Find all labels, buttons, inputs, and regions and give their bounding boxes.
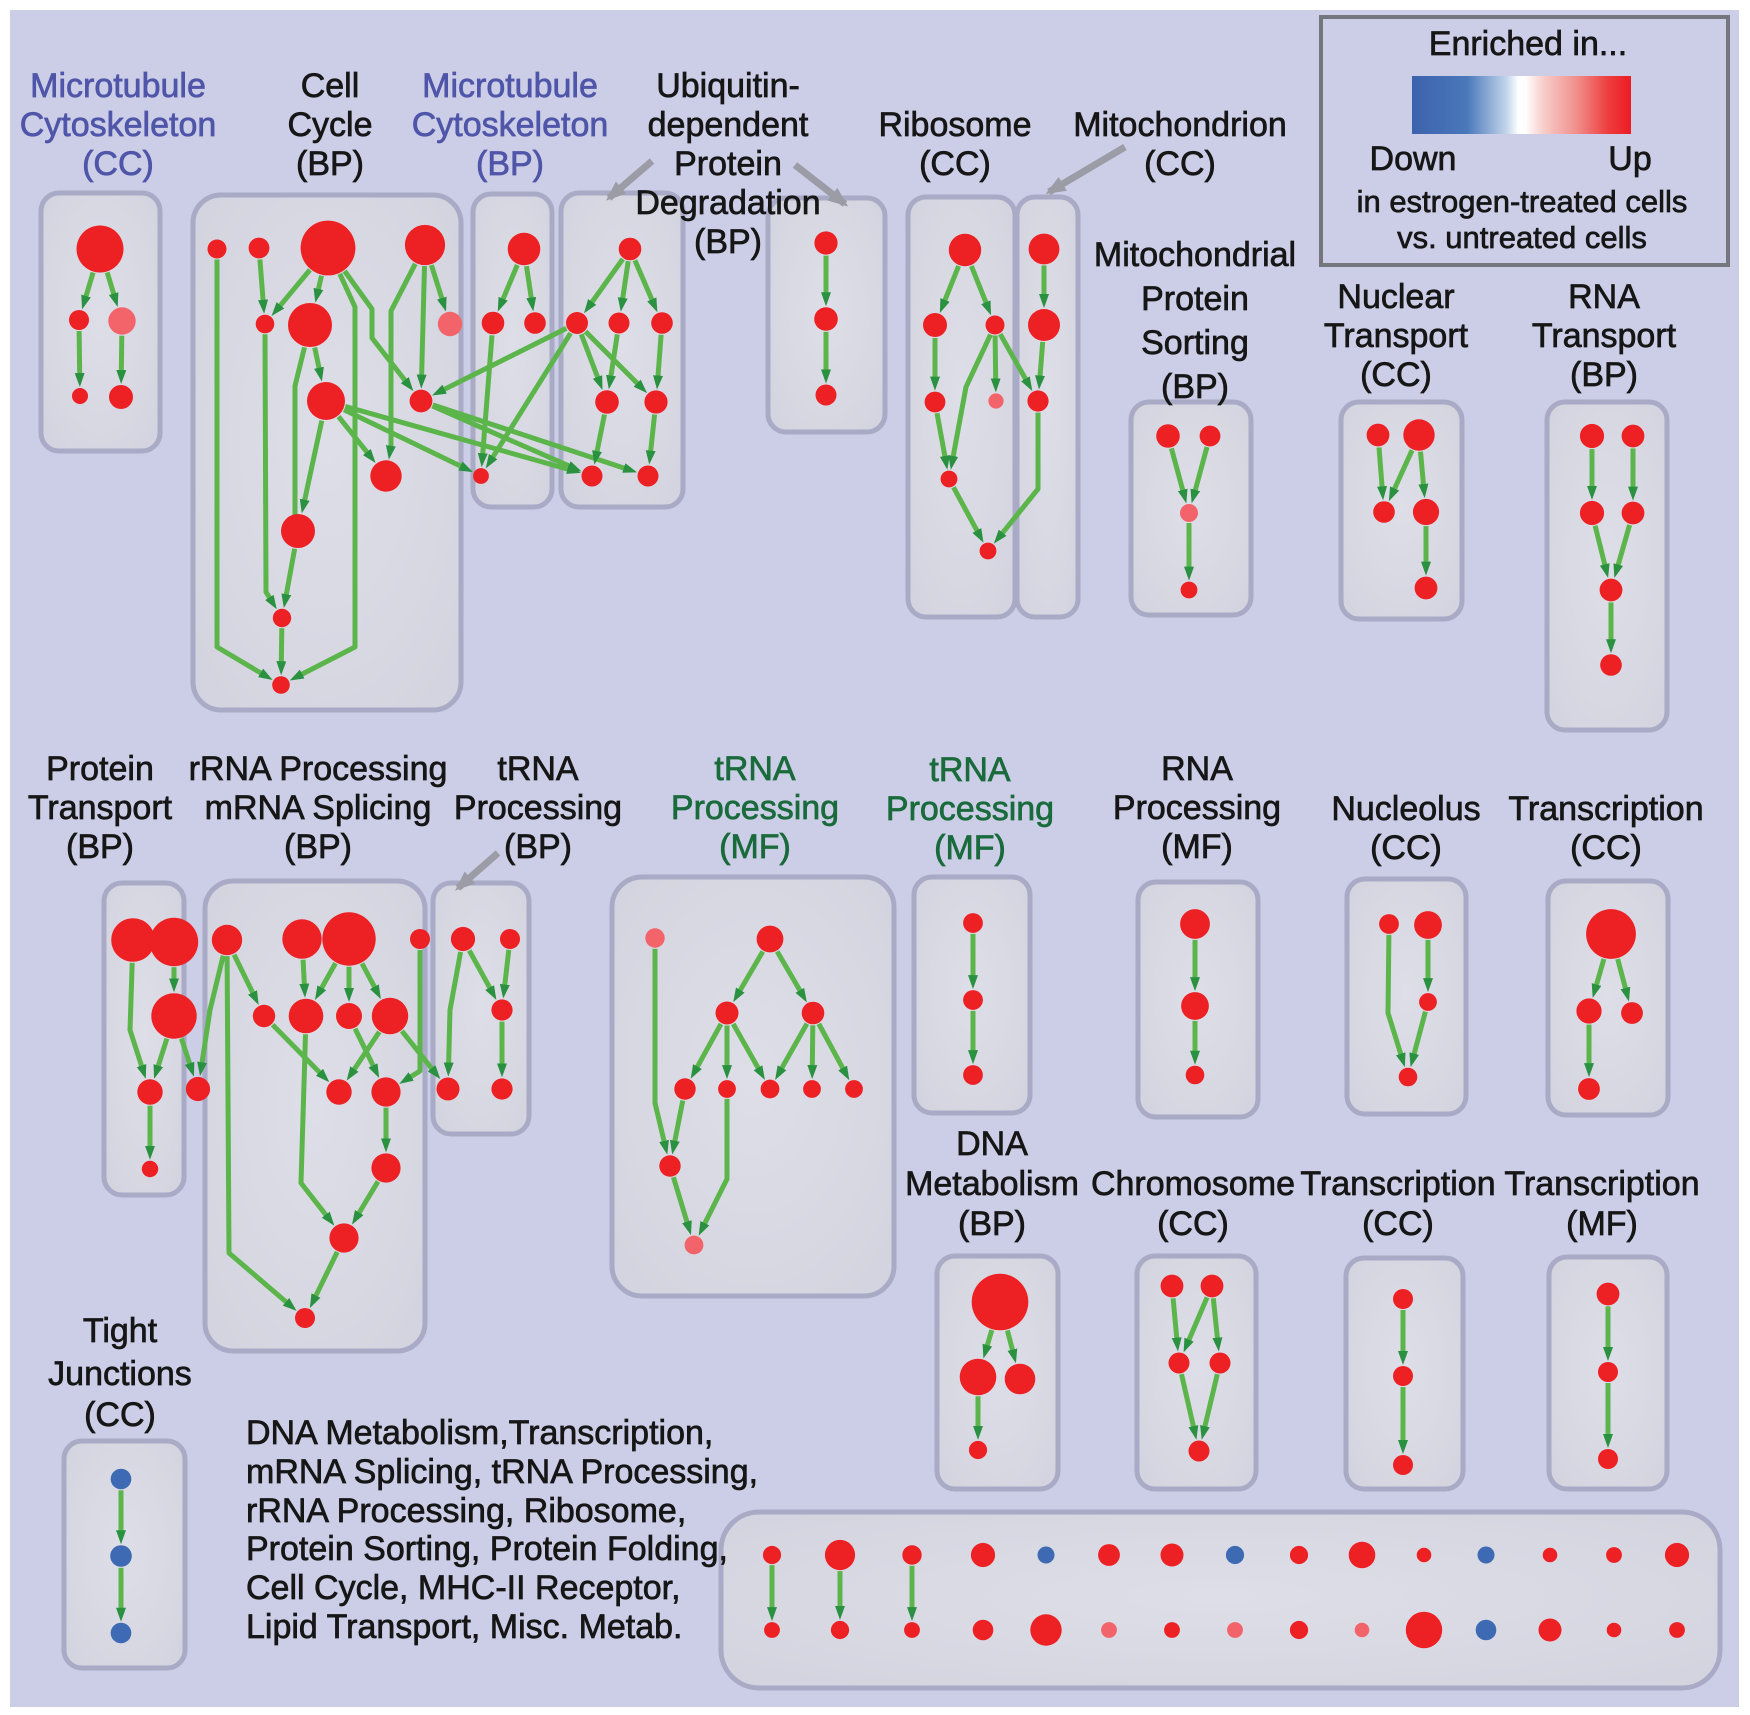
svg-text:dependent: dependent <box>648 106 809 144</box>
svg-text:Transcription: Transcription <box>1504 1165 1699 1203</box>
svg-text:Transcription: Transcription <box>1300 1165 1495 1203</box>
svg-text:(MF): (MF) <box>934 829 1006 867</box>
svg-text:RNA: RNA <box>1161 750 1233 788</box>
svg-text:Ribosome: Ribosome <box>878 106 1031 144</box>
svg-text:Mitochondrion: Mitochondrion <box>1073 106 1287 144</box>
svg-text:Processing: Processing <box>671 789 839 827</box>
svg-text:Nucleolus: Nucleolus <box>1331 790 1480 828</box>
svg-text:(CC): (CC) <box>1362 1205 1434 1243</box>
svg-text:Protein: Protein <box>46 750 154 788</box>
svg-text:Metabolism: Metabolism <box>905 1165 1079 1203</box>
svg-text:Protein: Protein <box>1141 280 1249 318</box>
svg-text:Protein Sorting, Protein Foldi: Protein Sorting, Protein Folding, <box>246 1530 728 1568</box>
svg-text:mRNA Splicing, tRNA Processing: mRNA Splicing, tRNA Processing, <box>246 1453 758 1491</box>
svg-text:Transport: Transport <box>1532 317 1677 355</box>
svg-text:Cytoskeleton: Cytoskeleton <box>412 106 609 144</box>
svg-text:(MF): (MF) <box>719 828 791 866</box>
svg-text:Transport: Transport <box>28 789 173 827</box>
svg-text:(BP): (BP) <box>694 223 762 261</box>
svg-text:Processing: Processing <box>1113 789 1281 827</box>
svg-text:(BP): (BP) <box>504 828 572 866</box>
svg-text:(BP): (BP) <box>284 828 352 866</box>
svg-text:(BP): (BP) <box>66 828 134 866</box>
svg-text:rRNA Processing, Ribosome,: rRNA Processing, Ribosome, <box>246 1492 686 1530</box>
svg-text:Junctions: Junctions <box>48 1355 192 1393</box>
svg-text:Transport: Transport <box>1324 317 1469 355</box>
svg-text:Down: Down <box>1370 140 1457 178</box>
svg-text:Tight: Tight <box>83 1312 158 1350</box>
svg-text:Ubiquitin-: Ubiquitin- <box>656 67 800 105</box>
svg-text:(BP): (BP) <box>1570 356 1638 394</box>
svg-text:Processing: Processing <box>886 790 1054 828</box>
svg-text:(BP): (BP) <box>958 1205 1026 1243</box>
svg-text:(CC): (CC) <box>919 145 991 183</box>
svg-text:Up: Up <box>1608 140 1651 178</box>
svg-text:Cell: Cell <box>301 67 360 105</box>
svg-text:rRNA Processing: rRNA Processing <box>189 750 448 788</box>
svg-text:tRNA: tRNA <box>929 751 1011 789</box>
svg-text:Transcription: Transcription <box>1508 790 1703 828</box>
svg-text:Chromosome: Chromosome <box>1091 1165 1295 1203</box>
svg-text:RNA: RNA <box>1568 278 1640 316</box>
svg-text:(MF): (MF) <box>1161 828 1233 866</box>
svg-text:tRNA: tRNA <box>497 750 579 788</box>
svg-text:DNA Metabolism,Transcription,: DNA Metabolism,Transcription, <box>246 1414 713 1452</box>
svg-text:Mitochondrial: Mitochondrial <box>1094 236 1296 274</box>
svg-text:tRNA: tRNA <box>714 750 796 788</box>
svg-text:Enriched in...: Enriched in... <box>1429 25 1627 63</box>
svg-text:(CC): (CC) <box>1157 1205 1229 1243</box>
svg-text:Nuclear: Nuclear <box>1337 278 1454 316</box>
svg-text:in estrogen-treated cells: in estrogen-treated cells <box>1357 184 1688 219</box>
svg-text:Cell Cycle, MHC-II Receptor,: Cell Cycle, MHC-II Receptor, <box>246 1569 681 1607</box>
svg-text:Degradation: Degradation <box>635 184 820 222</box>
svg-text:Microtubule: Microtubule <box>30 67 206 105</box>
svg-text:(BP): (BP) <box>1161 368 1229 406</box>
svg-text:Lipid Transport, Misc. Metab.: Lipid Transport, Misc. Metab. <box>246 1608 683 1646</box>
svg-text:(BP): (BP) <box>476 145 544 183</box>
svg-text:Cytoskeleton: Cytoskeleton <box>20 106 217 144</box>
svg-text:(CC): (CC) <box>1570 829 1642 867</box>
svg-text:(MF): (MF) <box>1566 1205 1638 1243</box>
svg-text:(CC): (CC) <box>1370 829 1442 867</box>
svg-text:vs. untreated cells: vs. untreated cells <box>1397 220 1647 255</box>
svg-text:DNA: DNA <box>956 1125 1028 1163</box>
svg-text:(CC): (CC) <box>82 145 154 183</box>
svg-text:Processing: Processing <box>454 789 622 827</box>
svg-text:(CC): (CC) <box>1144 145 1216 183</box>
svg-text:(BP): (BP) <box>296 145 364 183</box>
svg-text:Microtubule: Microtubule <box>422 67 598 105</box>
svg-text:(CC): (CC) <box>1360 356 1432 394</box>
svg-text:Cycle: Cycle <box>287 106 372 144</box>
svg-text:(CC): (CC) <box>84 1396 156 1434</box>
svg-text:Protein: Protein <box>674 145 782 183</box>
svg-text:Sorting: Sorting <box>1141 324 1249 362</box>
svg-text:mRNA Splicing: mRNA Splicing <box>205 789 432 827</box>
